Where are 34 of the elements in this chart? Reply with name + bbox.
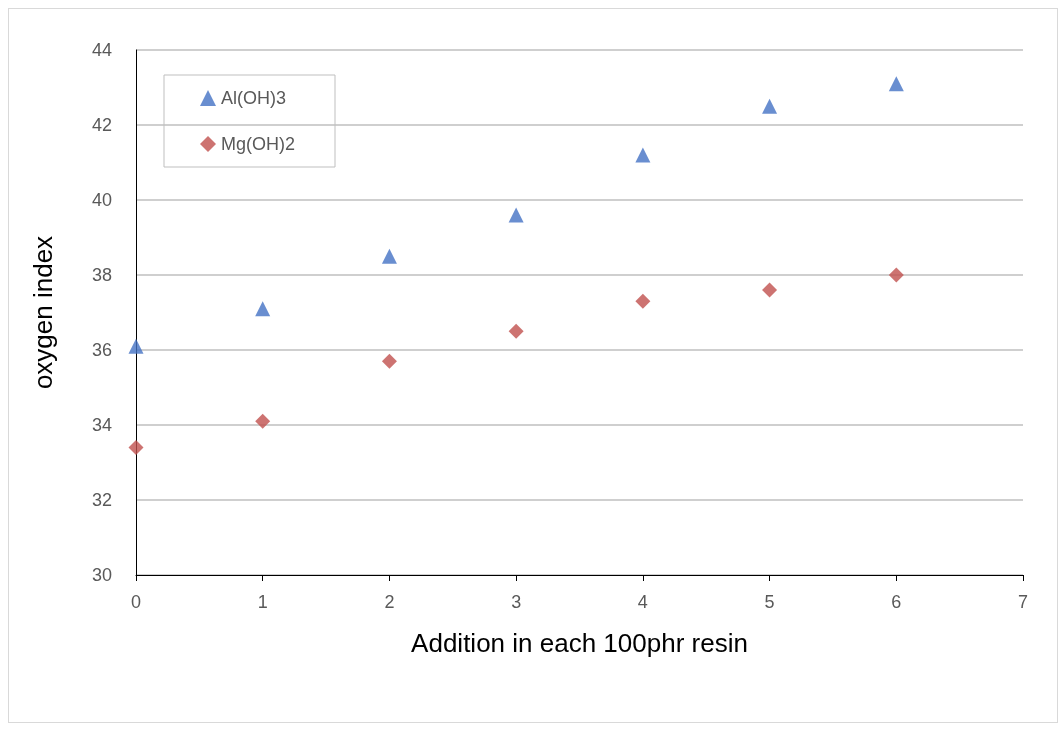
- x-tick-label: 5: [764, 592, 775, 612]
- y-tick-label: 32: [91, 490, 112, 510]
- point: [888, 76, 904, 92]
- point: [255, 301, 271, 317]
- y-tick-label: 44: [91, 40, 112, 60]
- y-tick-label: 30: [91, 565, 112, 585]
- point: [381, 353, 397, 369]
- point: [128, 338, 144, 354]
- point: [508, 207, 524, 223]
- point: [381, 248, 397, 264]
- x-tick-label: 7: [1017, 592, 1029, 612]
- x-axis-title: Addition in each 100phr resin: [411, 628, 748, 658]
- legend-label: Al(OH)3: [221, 88, 287, 108]
- point: [128, 440, 144, 455]
- point: [762, 98, 778, 114]
- x-tick-label: 2: [384, 592, 395, 612]
- point: [635, 293, 651, 309]
- point: [635, 147, 651, 163]
- y-axis-title: oxygen index: [28, 235, 58, 390]
- point: [508, 323, 524, 339]
- x-tick-label: 1: [257, 592, 268, 612]
- y-tick-label: 36: [91, 340, 112, 360]
- x-tick-label: 6: [891, 592, 902, 612]
- legend-label: Mg(OH)2: [221, 134, 296, 154]
- y-tick-label: 42: [91, 115, 112, 135]
- x-tick-label: 0: [130, 592, 142, 612]
- point: [762, 282, 778, 298]
- y-tick-label: 40: [91, 190, 112, 210]
- y-tick-label: 34: [91, 415, 112, 435]
- x-tick-label: 4: [637, 592, 648, 612]
- point: [255, 413, 271, 429]
- y-tick-label: 38: [91, 265, 112, 285]
- x-tick-label: 3: [511, 592, 522, 612]
- point: [888, 267, 904, 283]
